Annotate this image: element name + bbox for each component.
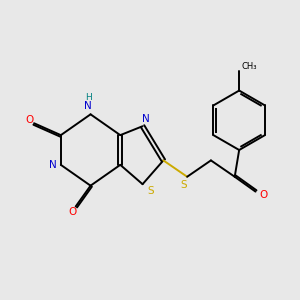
Text: H: H (85, 94, 92, 103)
Text: O: O (69, 207, 77, 217)
Text: N: N (49, 160, 56, 170)
Text: N: N (142, 114, 149, 124)
Text: N: N (84, 101, 92, 111)
Text: CH₃: CH₃ (242, 62, 257, 71)
Text: O: O (26, 115, 34, 125)
Text: S: S (148, 186, 154, 196)
Text: S: S (181, 180, 188, 190)
Text: O: O (260, 190, 268, 200)
